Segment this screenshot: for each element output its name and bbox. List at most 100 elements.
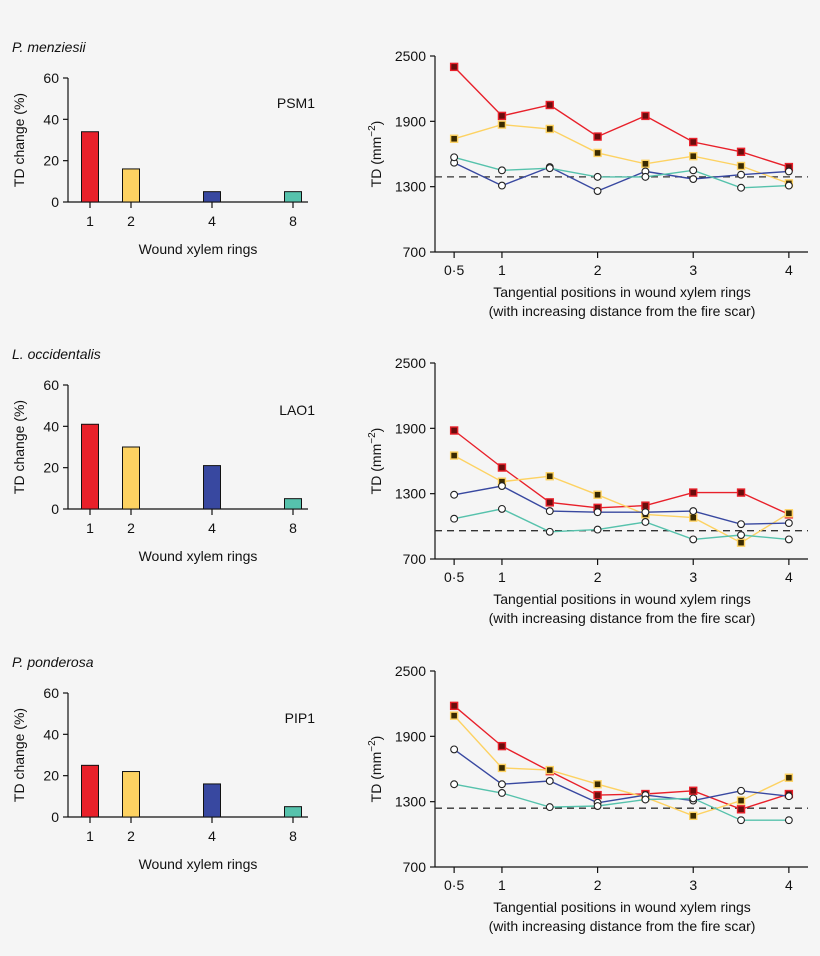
- data-point: [450, 153, 459, 162]
- data-point: [736, 147, 746, 157]
- data-point: [497, 181, 506, 190]
- data-point: [497, 780, 506, 789]
- x-tick-label: 0·5: [444, 262, 464, 278]
- x-tick-label: 1: [498, 262, 506, 278]
- x-axis-label: Wound xylem rings: [139, 548, 258, 564]
- data-point: [497, 463, 507, 472]
- series-line: [453, 783, 789, 821]
- x-tick-label: 1: [86, 828, 94, 844]
- y-tick-label: 0: [51, 501, 59, 517]
- bar-4: [203, 465, 221, 510]
- data-point: [497, 482, 506, 490]
- y-tick-label: 20: [43, 460, 59, 476]
- data-point: [449, 134, 459, 143]
- species-title: L. occidentalis: [12, 346, 101, 362]
- data-point: [545, 498, 554, 507]
- data-point: [737, 531, 746, 539]
- series-line: [453, 508, 789, 541]
- x-tick-label: 2: [127, 828, 135, 844]
- bar-chart-3: L. occidentalis LAO1 0 20 40 60 1 2 4 8 TD change …: [11, 346, 315, 564]
- data-point: [641, 111, 650, 121]
- data-point: [641, 518, 650, 526]
- data-point: [689, 488, 698, 497]
- data-point: [736, 538, 746, 547]
- y-tick-label: 0: [51, 809, 59, 825]
- x-tick-label: 1: [86, 213, 94, 229]
- data-point: [689, 786, 698, 795]
- y-axis-label: TD change (%): [11, 93, 27, 187]
- series-line: [453, 162, 789, 192]
- y-tick-label: 20: [43, 768, 59, 784]
- data-point: [545, 527, 554, 536]
- x-axis-label: Tangential positions in wound xylem ring…: [493, 899, 751, 915]
- data-point: [593, 172, 602, 181]
- data-point: [593, 780, 602, 789]
- x-tick-label: 0·5: [444, 877, 464, 893]
- y-tick-label: 1300: [395, 179, 426, 195]
- y-axis-label: TD (mm−2): [367, 428, 384, 495]
- data-point: [784, 792, 793, 801]
- y-axis-label-end: ): [368, 428, 384, 433]
- data-point: [497, 166, 506, 175]
- y-tick-label: 700: [403, 551, 427, 567]
- x-tick-label: 4: [785, 877, 793, 893]
- y-tick-label: 20: [43, 153, 59, 169]
- data-point: [545, 164, 554, 173]
- x-tick-label: 3: [689, 262, 697, 278]
- series-line: [453, 66, 790, 168]
- x-tick-label: 3: [689, 569, 697, 585]
- data-point: [689, 151, 698, 161]
- series-line: [453, 454, 790, 544]
- y-axis-label: TD change (%): [11, 708, 27, 802]
- series-line: [453, 429, 790, 516]
- bar-4: [203, 783, 221, 818]
- data-point: [449, 426, 459, 435]
- data-point: [641, 172, 650, 181]
- series-1-ring: [449, 62, 794, 172]
- data-point: [449, 451, 459, 460]
- data-point: [545, 100, 554, 110]
- series-line: [453, 156, 789, 189]
- x-axis-label: Wound xylem rings: [139, 241, 258, 257]
- data-point: [497, 763, 507, 773]
- data-point: [689, 175, 698, 183]
- line-chart-4: 700 1300 1900 2500 0·5 1 2 3 4 TD (mm−2) Tangentia…: [367, 355, 808, 626]
- data-point: [593, 525, 602, 534]
- x-tick-label: 2: [594, 877, 602, 893]
- y-axis-label-sup: −2: [367, 125, 378, 137]
- x-tick-label: 8: [289, 213, 297, 229]
- data-point: [736, 161, 746, 171]
- data-point: [497, 789, 506, 797]
- data-point: [784, 181, 793, 190]
- y-axis-label-main: TD (mm: [368, 752, 384, 803]
- bar-8: [284, 806, 302, 818]
- x-tick-label: 2: [594, 262, 602, 278]
- data-point: [736, 796, 746, 805]
- data-point: [449, 62, 459, 72]
- bar-1: [81, 764, 99, 818]
- x-tick-label: 8: [289, 828, 297, 844]
- data-point: [689, 794, 698, 803]
- species-title: P. ponderosa: [12, 654, 94, 670]
- data-point: [641, 508, 650, 517]
- data-point: [450, 780, 459, 789]
- species-title: P. menziesii: [12, 39, 87, 55]
- x-tick-label: 2: [594, 569, 602, 585]
- y-tick-label: 700: [403, 859, 427, 875]
- data-point: [784, 535, 793, 544]
- y-axis-label-sup: −2: [367, 432, 378, 444]
- data-point: [784, 773, 794, 782]
- x-tick-label: 1: [498, 877, 506, 893]
- series-line: [453, 123, 790, 185]
- x-tick-label: 3: [689, 877, 697, 893]
- y-tick-label: 60: [43, 70, 59, 86]
- y-tick-label: 60: [43, 377, 59, 393]
- data-point: [689, 507, 698, 516]
- series-line: [453, 748, 789, 804]
- y-axis-label: TD (mm−2): [367, 121, 384, 188]
- data-point: [545, 777, 554, 785]
- data-point: [784, 519, 793, 528]
- data-point: [784, 167, 793, 176]
- x-axis-label-2: (with increasing distance from the fire …: [489, 918, 756, 934]
